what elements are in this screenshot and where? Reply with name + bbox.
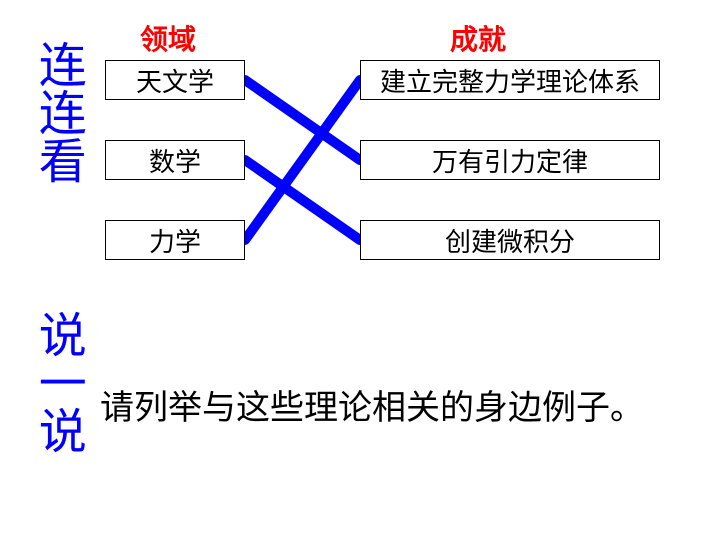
left-box-1: 数学 xyxy=(105,140,245,180)
side-label-say: 说一说 xyxy=(30,310,83,454)
prompt-text: 请列举与这些理论相关的身边例子。 xyxy=(100,380,644,429)
left-box-0: 天文学 xyxy=(105,60,245,100)
side-label-match: 连连看 xyxy=(30,40,83,184)
header-right: 成就 xyxy=(450,18,506,58)
right-box-0: 建立完整力学理论体系 xyxy=(360,60,660,100)
right-box-2: 创建微积分 xyxy=(360,220,660,260)
header-left: 领域 xyxy=(140,18,196,58)
left-box-2: 力学 xyxy=(105,220,245,260)
right-box-1: 万有引力定律 xyxy=(360,140,660,180)
